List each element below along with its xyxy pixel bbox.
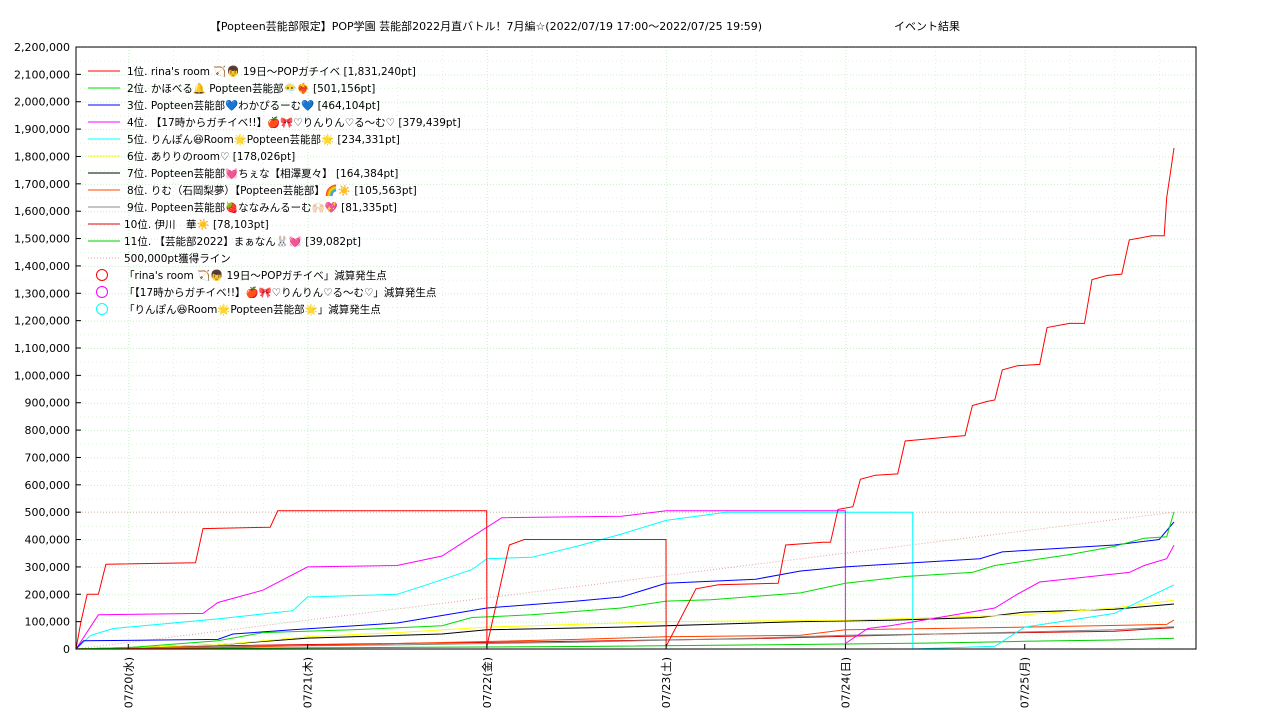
- series-line-3: [75, 521, 1175, 650]
- series-line-11: [75, 637, 1175, 650]
- legend-entry-deduction-3: 「りんぽん😆Room🌟Popteen芸能部🌟」減算発生点: [124, 303, 381, 316]
- y-tick-label: 200,000: [25, 588, 71, 601]
- legend-marker-circle: [96, 303, 108, 315]
- y-tick-label: 500,000: [25, 506, 71, 519]
- y-tick-label: 2,000,000: [14, 96, 70, 109]
- y-tick-label: 1,000,000: [14, 369, 70, 382]
- series-line-4: [75, 510, 1175, 650]
- y-tick-label: 100,000: [25, 616, 71, 629]
- x-tick-label: 07/25(月): [1019, 657, 1032, 708]
- x-tick-label: 07/22(金): [480, 657, 494, 708]
- series-line-6: [75, 599, 1175, 650]
- y-tick-label: 700,000: [25, 451, 71, 464]
- legend-entry-2: 2位. かほべる🔔 Popteen芸能部😶‍🌫️❤️‍🔥 [501,156pt]: [127, 82, 375, 95]
- y-tick-label: 1,200,000: [14, 315, 70, 328]
- y-tick-label: 1,800,000: [14, 150, 70, 163]
- legend-marker-circle: [96, 286, 108, 298]
- series-line-8: [75, 619, 1175, 650]
- y-tick-label: 2,200,000: [14, 41, 70, 54]
- legend-entry-5: 5位. りんぽん😆Room🌟Popteen芸能部🌟 [234,331pt]: [127, 133, 400, 146]
- chart-title: 【Popteen芸能部限定】POP学園 芸能部2022月直バトル！7月編☆(20…: [210, 19, 762, 33]
- x-axis: 07/20(水) 07/21(木) 07/22(金) 07/23(土) 07/24(日)…: [122, 644, 1032, 708]
- legend-entry-3: 3位. Popteen芸能部💙わかぴるーむ💙 [464,104pt]: [127, 99, 380, 112]
- legend-entry-target: 500,000pt獲得ライン: [124, 252, 231, 265]
- y-tick-label: 0: [63, 643, 70, 656]
- legend-entry-deduction-1: 「rina's room 🏹👦 19日〜POPガチイベ」減算発生点: [124, 269, 387, 282]
- legend-entry-deduction-2: 「【17時からガチイベ!!】🍎🎀♡りんりん♡る〜む♡」減算発生点: [124, 286, 436, 299]
- legend-entry-8: 8位. りむ（石岡梨夢）【Popteen芸能部】🌈☀️ [105,563pt]: [127, 184, 417, 197]
- chart-subtitle: イベント結果: [894, 19, 960, 33]
- y-tick-label: 1,400,000: [14, 260, 70, 273]
- x-tick-label: 07/24(日): [839, 657, 852, 708]
- legend-entry-6: 6位. ありりのroom♡ [178,026pt]: [127, 150, 295, 163]
- y-tick-label: 600,000: [25, 479, 71, 492]
- series-line-2: [75, 511, 1175, 650]
- legend-entry-11: 11位. 【芸能部2022】まぁなん🐰💓 [39,082pt]: [124, 235, 361, 248]
- legend-entry-10: 10位. 伊川 華☀️ [78,103pt]: [124, 218, 269, 231]
- y-tick-label: 300,000: [25, 561, 71, 574]
- series-line-7: [75, 603, 1175, 650]
- x-tick-label: 07/20(水): [122, 657, 135, 708]
- x-tick-label: 07/23(土): [660, 657, 673, 708]
- y-tick-label: 400,000: [25, 534, 71, 547]
- target-line-group: [75, 511, 1196, 650]
- y-axis: 0 100,000 200,000 300,000 400,000 500,000 600,…: [14, 41, 81, 656]
- legend-marker-circle: [96, 269, 108, 281]
- y-tick-label: 1,900,000: [14, 123, 70, 136]
- y-tick-label: 800,000: [25, 424, 71, 437]
- legend-entry-9: 9位. Popteen芸能部🍓ななみんるーむ🙌🏻💖 [81,335pt]: [127, 201, 397, 214]
- series-line-1: [75, 147, 1175, 650]
- y-tick-label: 1,500,000: [14, 233, 70, 246]
- y-tick-label: 1,700,000: [14, 178, 70, 191]
- gridlines: [76, 47, 1196, 650]
- y-tick-label: 1,300,000: [14, 287, 70, 300]
- y-tick-label: 1,100,000: [14, 342, 70, 355]
- y-tick-label: 1,600,000: [14, 205, 70, 218]
- legend-entry-4: 4位. 【17時からガチイベ!!】🍎🎀♡りんりん♡る〜む♡ [379,439pt…: [127, 116, 461, 129]
- legend-entry-1: 1位. rina's room 🏹👦 19日〜POPガチイベ [1,831,24…: [127, 65, 416, 78]
- legend-entry-7: 7位. Popteen芸能部💓ちぇな【相澤夏々】 [164,384pt]: [127, 167, 398, 180]
- series-line-5: [75, 511, 1175, 650]
- series-lines: [75, 147, 1175, 650]
- x-tick-label: 07/21(木): [302, 657, 315, 708]
- legend: 1位. rina's room 🏹👦 19日〜POPガチイベ [1,831,24…: [88, 65, 461, 316]
- y-tick-label: 900,000: [25, 397, 71, 410]
- y-tick-label: 2,100,000: [14, 68, 70, 81]
